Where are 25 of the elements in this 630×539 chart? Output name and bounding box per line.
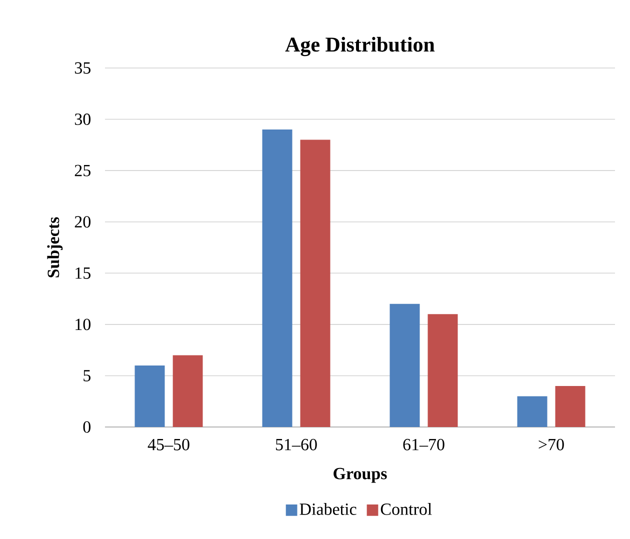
bar [262,130,292,428]
y-axis-title: Subjects [47,217,63,278]
bar [517,396,548,428]
bar [428,314,458,428]
x-tick-label: 51–60 [276,438,317,450]
bar [390,304,420,428]
y-tick-label: 10 [76,318,90,330]
legend-label: Control [380,503,432,515]
y-tick-label: 0 [83,421,90,433]
y-tick-label: 35 [74,62,90,74]
x-tick-label: 61–70 [403,438,444,450]
bar [134,365,165,428]
legend-label: Diabetic [300,503,356,515]
y-tick-label: 30 [74,114,90,126]
y-tick-label: 15 [76,267,90,279]
y-tick-label: 5 [84,370,90,382]
y-tick-label: 25 [74,164,90,176]
chart-title: Age Distribution [285,36,435,56]
x-tick-label: >70 [538,438,564,450]
x-axis-title: Groups [334,468,387,483]
bar [172,355,203,428]
bar [555,386,586,428]
bar [300,140,330,428]
y-tick-label: 20 [74,216,90,228]
x-tick-label: 45–50 [148,438,190,450]
